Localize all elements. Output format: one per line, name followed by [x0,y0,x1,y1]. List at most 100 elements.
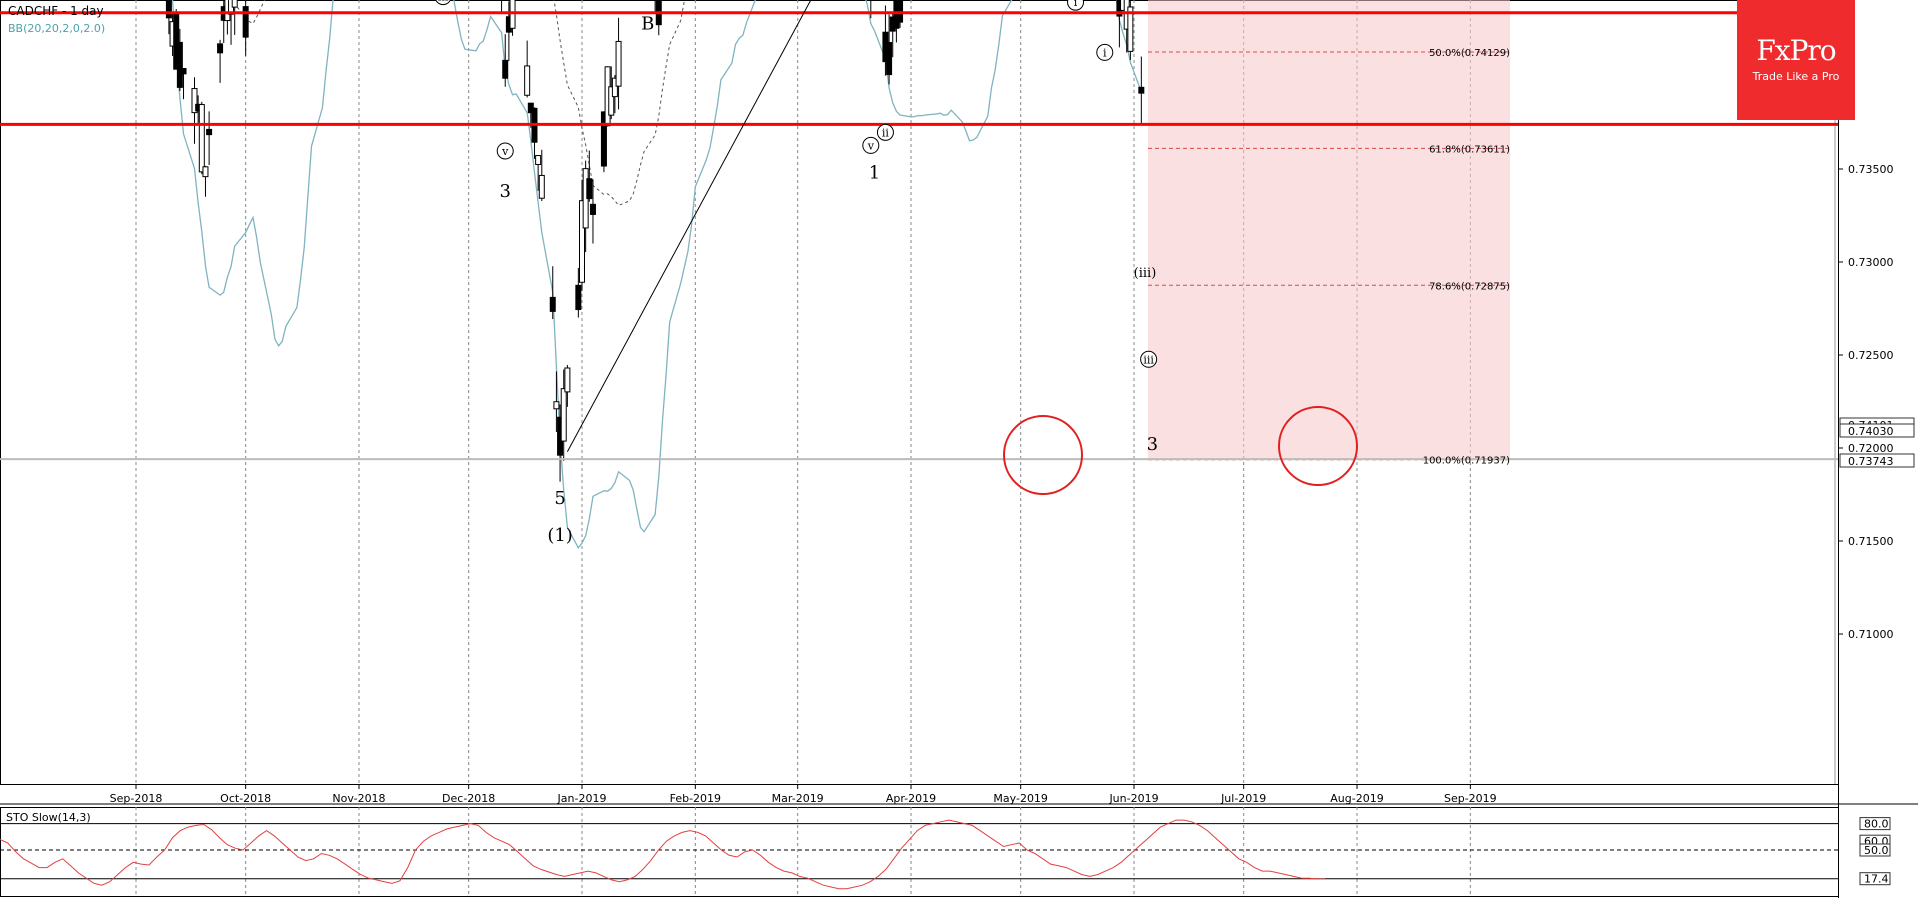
candle-body [198,104,205,173]
candle-body [611,77,618,98]
stochastic-oscillator: 80.060.050.017.4 [0,817,1891,890]
candle-body [560,388,567,442]
wave-label-circle [862,136,880,154]
candle-body [886,42,893,76]
candle-body [165,0,172,19]
candle-body [173,13,180,70]
wave-label-circle [1140,350,1158,368]
oscillator-label: STO Slow(14,3) [6,811,91,824]
osc-level-label: 50.0 [1864,844,1889,857]
lower-band [171,0,1142,549]
wave-label: (iii) [1134,266,1157,281]
candle-body [217,43,224,54]
candle-body [538,174,545,199]
fibonacci-labels: 0.0%(0.76320)23.6%(0.75286)38.2%(0.74646… [1423,48,1510,467]
fib-rectangle [1148,0,1510,460]
wave-label: 3 [500,181,511,202]
candle-body [1138,86,1145,94]
candle-body [535,155,542,165]
wave-label: (1) [547,525,573,546]
wave-label: 3 [1147,434,1158,455]
candle-body [202,166,209,178]
fib-level-label: 50.0%(0.74129) [1429,48,1510,59]
trendline-segment [566,0,812,452]
month-label: Oct-2018 [220,792,271,805]
wave-label: v [501,145,509,158]
candle-body [586,178,593,200]
candle-body [502,59,509,79]
highlight-circle-june [1278,406,1358,486]
wave-label: i [1074,0,1078,9]
wave-label-circle [496,142,514,160]
candle-body [231,0,238,8]
candle-body [608,86,615,116]
price-tick-label: 0.71000 [1848,628,1894,641]
candlesticks [165,0,1145,482]
candle-body [180,68,187,75]
candle-body [564,367,571,393]
logo-brand: FxPro [1756,34,1836,67]
osc-level-label: 17.4 [1864,873,1889,886]
candle-body [589,203,596,215]
candle-body [615,40,622,87]
fxpro-logo[interactable]: FxPro Trade Like a Pro [1737,0,1855,120]
wave-label: iii [438,0,449,4]
candle-body [575,284,582,311]
osc-level-box [1859,843,1891,857]
candle-body [553,401,560,410]
osc-level-box [1859,817,1891,831]
logo-tagline: Trade Like a Pro [1752,70,1840,83]
candle-body [176,41,183,88]
wave-labels: (0)2ii(c)(a)ca(b)ib1ivc(a)iii(b)4v35(1)A… [435,0,1158,546]
month-label: Apr-2019 [886,792,936,805]
wave-label-circle [1096,43,1114,61]
month-label: Sep-2019 [1444,792,1497,805]
wave-label-circle [876,123,894,141]
trendline[interactable] [566,0,1002,452]
osc-level-label: 80.0 [1864,818,1889,831]
stochastic-line [0,819,1325,890]
price-tick-label: 0.71500 [1848,535,1894,548]
middle-band [232,0,686,207]
candle-body [549,296,556,312]
fib-level-label: 61.8%(0.73611) [1429,144,1510,155]
wave-label: i [1103,46,1107,59]
candle-body [600,111,607,167]
indicator-label: BB(20,20,2,0,2.0) [8,22,106,35]
current-price-label: 0.73743 [1848,455,1894,468]
month-label: Jun-2019 [1108,792,1158,805]
month-label: Jan-2019 [557,792,607,805]
wave-label: iii [1143,353,1154,366]
candle-body [242,6,249,38]
main-pane-frame [0,0,1839,785]
fibonacci-zone [1148,0,1510,461]
month-label: Mar-2019 [772,792,824,805]
current-price-box [1839,453,1915,468]
current-price-label: 0.74030 [1848,425,1894,438]
candle-body [1123,0,1130,30]
candle-body [191,88,198,114]
wave-label: v [867,139,875,152]
month-label: Aug-2019 [1330,792,1383,805]
wave-label-circle [1067,0,1085,11]
month-label: Jul-2019 [1220,792,1266,805]
horizontal-lines[interactable] [0,11,1838,461]
price-tick-label: 0.72500 [1848,349,1894,362]
month-label: May-2019 [993,792,1048,805]
fib-level-label: 78.6%(0.72875) [1429,281,1510,292]
candle-body [206,128,213,136]
candle-body [1120,0,1127,11]
current-price-box [1839,423,1915,438]
fib-level-label: 100.0%(0.71937) [1423,456,1510,467]
candle-body [524,65,531,96]
wave-label: ii [882,126,890,139]
candle-body [224,0,231,22]
month-label: Dec-2018 [442,792,495,805]
candle-body [1127,6,1134,52]
wave-label: 5 [554,488,565,509]
wave-label: 1 [869,162,880,183]
wave-label-circle [435,0,451,6]
bollinger-bands [171,0,1142,549]
month-label: Feb-2019 [670,792,721,805]
